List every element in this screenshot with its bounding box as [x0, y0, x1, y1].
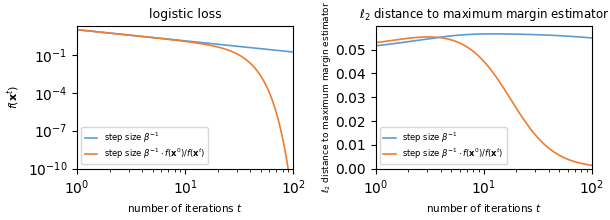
step size $\beta^{-1}$	[541, 34, 548, 36]
step size $\beta^{-1} \cdot f(\mathbf{x}^0)/f(\mathbf{x}^t)$	[588, 164, 595, 167]
Title: logistic loss: logistic loss	[149, 7, 221, 20]
step size $\beta^{-1}$	[467, 33, 475, 36]
step size $\beta^{-1} \cdot f(\mathbf{x}^0)/f(\mathbf{x}^t)$	[394, 38, 401, 41]
step size $\beta^{-1} \cdot f(\mathbf{x}^0)/f(\mathbf{x}^t)$	[73, 28, 81, 31]
step size $\beta^{-1}$	[545, 34, 552, 37]
step size $\beta^{-1}$	[246, 46, 253, 49]
Line: step size $\beta^{-1}$: step size $\beta^{-1}$	[77, 30, 293, 52]
Legend: step size $\beta^{-1}$, step size $\beta^{-1} \cdot f(\mathbf{x}^0)/f(\mathbf{x}: step size $\beta^{-1}$, step size $\beta…	[81, 127, 208, 164]
step size $\beta^{-1} \cdot f(\mathbf{x}^0)/f(\mathbf{x}^t)$	[467, 48, 475, 51]
step size $\beta^{-1}$	[290, 51, 297, 53]
Y-axis label: $f(\mathbf{x}^t)$: $f(\mathbf{x}^t)$	[5, 85, 22, 109]
step size $\beta^{-1}$	[459, 33, 467, 36]
step size $\beta^{-1} \cdot f(\mathbf{x}^0)/f(\mathbf{x}^t)$	[425, 36, 432, 38]
step size $\beta^{-1} \cdot f(\mathbf{x}^0)/f(\mathbf{x}^t)$	[246, 61, 253, 64]
step size $\beta^{-1} \cdot f(\mathbf{x}^0)/f(\mathbf{x}^t)$	[541, 143, 548, 146]
step size $\beta^{-1}$	[372, 44, 379, 47]
step size $\beta^{-1}$	[95, 31, 102, 33]
Line: step size $\beta^{-1} \cdot f(\mathbf{x}^0)/f(\mathbf{x}^t)$: step size $\beta^{-1} \cdot f(\mathbf{x}…	[77, 30, 293, 205]
step size $\beta^{-1}$	[73, 28, 81, 31]
step size $\beta^{-1} \cdot f(\mathbf{x}^0)/f(\mathbf{x}^t)$	[372, 41, 379, 44]
step size $\beta^{-1} \cdot f(\mathbf{x}^0)/f(\mathbf{x}^t)$	[242, 58, 249, 60]
step size $\beta^{-1}$	[222, 44, 229, 46]
step size $\beta^{-1}$	[168, 38, 176, 41]
step size $\beta^{-1} \cdot f(\mathbf{x}^0)/f(\mathbf{x}^t)$	[95, 31, 102, 33]
step size $\beta^{-1} \cdot f(\mathbf{x}^0)/f(\mathbf{x}^t)$	[161, 38, 168, 40]
step size $\beta^{-1} \cdot f(\mathbf{x}^0)/f(\mathbf{x}^t)$	[168, 38, 176, 41]
step size $\beta^{-1} \cdot f(\mathbf{x}^0)/f(\mathbf{x}^t)$	[460, 44, 467, 46]
step size $\beta^{-1} \cdot f(\mathbf{x}^0)/f(\mathbf{x}^t)$	[521, 119, 528, 122]
X-axis label: number of iterations $t$: number of iterations $t$	[127, 202, 243, 214]
Y-axis label: $\ell_2$ distance to maximum margin estimator: $\ell_2$ distance to maximum margin esti…	[320, 1, 332, 193]
step size $\beta^{-1}$	[394, 42, 401, 44]
X-axis label: number of iterations $t$: number of iterations $t$	[426, 202, 542, 214]
Title: $\ell_2$ distance to maximum margin estimator: $\ell_2$ distance to maximum margin esti…	[359, 6, 609, 23]
step size $\beta^{-1}$	[588, 37, 595, 39]
Legend: step size $\beta^{-1}$, step size $\beta^{-1} \cdot f(\mathbf{x}^0)/f(\mathbf{x}: step size $\beta^{-1}$, step size $\beta…	[380, 127, 507, 164]
step size $\beta^{-1} \cdot f(\mathbf{x}^0)/f(\mathbf{x}^t)$	[290, 204, 297, 207]
step size $\beta^{-1} \cdot f(\mathbf{x}^0)/f(\mathbf{x}^t)$	[545, 147, 552, 149]
Line: step size $\beta^{-1} \cdot f(\mathbf{x}^0)/f(\mathbf{x}^t)$: step size $\beta^{-1} \cdot f(\mathbf{x}…	[376, 37, 592, 165]
step size $\beta^{-1}$	[521, 33, 528, 36]
step size $\beta^{-1}$	[242, 46, 249, 48]
step size $\beta^{-1} \cdot f(\mathbf{x}^0)/f(\mathbf{x}^t)$	[222, 48, 229, 51]
Line: step size $\beta^{-1}$: step size $\beta^{-1}$	[376, 34, 592, 46]
step size $\beta^{-1}$	[161, 37, 168, 40]
step size $\beta^{-1}$	[490, 33, 497, 35]
